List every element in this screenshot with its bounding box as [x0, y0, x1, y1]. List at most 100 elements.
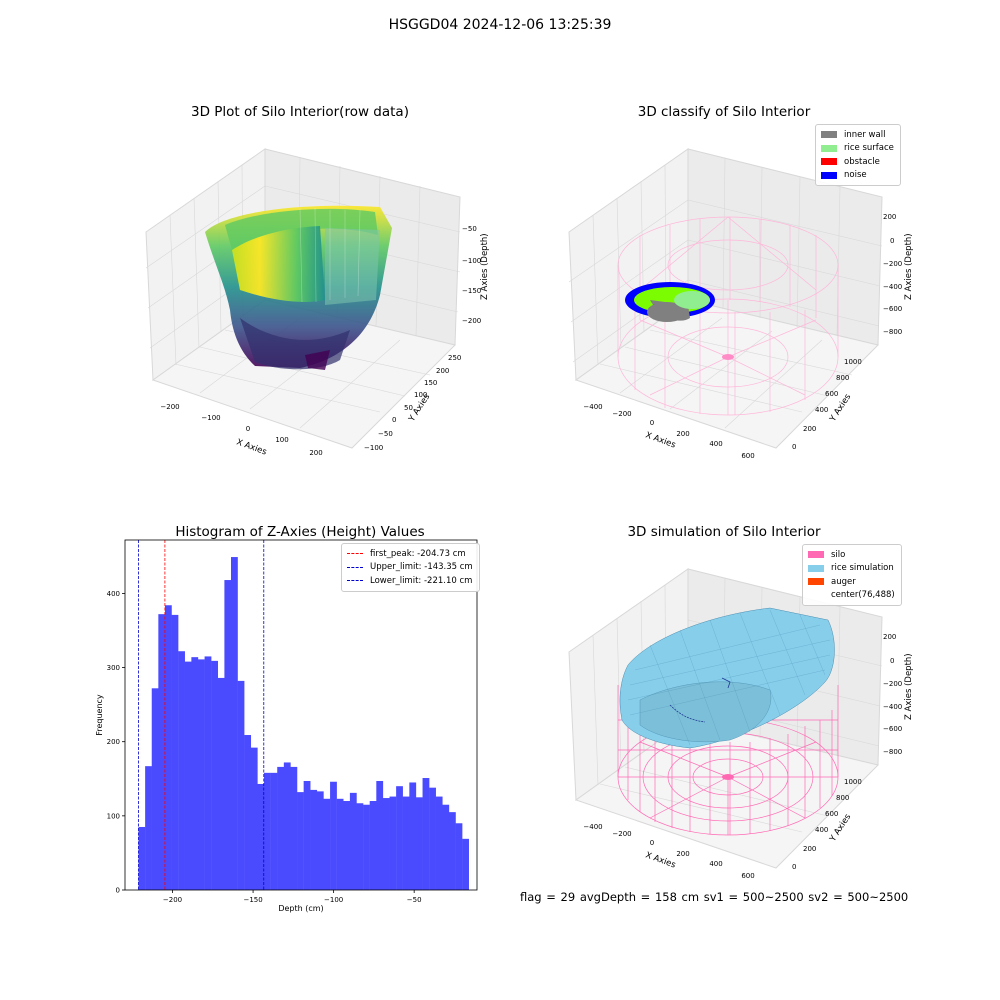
histogram-bar: [442, 804, 450, 890]
histogram-xtick-label: −50: [407, 896, 422, 904]
histogram-bar: [211, 660, 218, 890]
panel2-plot: −400 −200 0 200 400 600 0 200 400 600 80…: [568, 148, 914, 460]
panel4-xtick: 600: [741, 872, 754, 880]
panel4-rice-surface: [619, 607, 835, 749]
panel1-ztick: −100: [462, 257, 481, 265]
legend-line: [347, 580, 363, 582]
histogram-bar: [330, 781, 337, 890]
panel2-ztick: 200: [883, 213, 896, 221]
histogram-bars: [138, 557, 469, 890]
legend-line: [347, 566, 363, 568]
panel4-xlabel: X Axies: [644, 850, 677, 870]
histogram-bar: [422, 778, 430, 890]
panel4-xtick: 200: [676, 850, 689, 858]
legend-item: auger: [808, 575, 895, 589]
legend-item: rice simulation: [808, 562, 895, 576]
panel4-ztick: 0: [890, 657, 894, 665]
histogram-xlabel: Depth (cm): [278, 904, 323, 913]
panel4-ztick: −200: [883, 680, 902, 688]
panel1-ytick: 50: [404, 404, 413, 412]
panel2-zlabel: Z Axies (Depth): [904, 233, 914, 300]
legend-swatch: [821, 131, 837, 139]
histogram-bar: [382, 798, 390, 890]
panel2-ztick: −400: [883, 283, 902, 291]
panel4-floor-pane: [574, 719, 879, 869]
histogram-ytick-label: 0: [116, 887, 120, 895]
histogram-bar: [277, 766, 285, 890]
panel1-ytick: 150: [424, 379, 437, 387]
histogram-bar: [231, 557, 238, 890]
panel4-ztick: −800: [883, 748, 902, 756]
panel4-xtick: 0: [650, 839, 654, 847]
histogram-bar: [363, 804, 370, 890]
legend-swatch: [808, 578, 824, 586]
histogram-bar: [171, 614, 179, 890]
histogram-bar: [197, 659, 205, 890]
histogram-bar: [336, 798, 344, 890]
panel2-xtick: 600: [741, 452, 754, 460]
panel1-ytick: 0: [392, 416, 396, 424]
histogram-xtick-label: −100: [324, 896, 343, 904]
histogram-xticks: −200 −150 −100 −50: [163, 890, 422, 904]
histogram-bar: [297, 792, 304, 890]
histogram-bar: [323, 798, 331, 890]
panel1-xtick: 0: [246, 425, 250, 433]
histogram-bar: [151, 688, 159, 890]
histogram-bar: [316, 791, 324, 890]
panel4-ztick: −400: [883, 703, 902, 711]
panel1-point-cloud: [205, 205, 392, 370]
panel1-xtick: 100: [275, 436, 288, 444]
panel2-xtick: 400: [709, 440, 722, 448]
legend-swatch: [821, 144, 837, 152]
panel2-title: 3D classify of Silo Interior: [637, 104, 811, 120]
panel4-ztick: 200: [883, 633, 896, 641]
panel4-ytick: 800: [836, 794, 849, 802]
legend-item: inner wall: [821, 128, 894, 142]
histogram-bar: [164, 605, 172, 890]
panel2-ytick: 400: [815, 406, 828, 414]
histogram-bar: [191, 657, 199, 890]
histogram-bar: [224, 580, 232, 890]
panel4-ytick: 400: [815, 826, 828, 834]
figure-suptitle: HSGGD04 2024-12-06 13:25:39: [388, 17, 612, 33]
histogram-yticks: 0 100 200 300 400: [107, 590, 125, 895]
panel2-ytick: 600: [825, 390, 838, 398]
histogram-bar: [264, 772, 271, 890]
legend-swatch: [808, 551, 824, 559]
panel1-title: 3D Plot of Silo Interior(row data): [191, 104, 409, 120]
histogram-bar: [270, 772, 278, 890]
legend-swatch: [821, 158, 837, 166]
histogram-bar: [283, 762, 291, 890]
panel1-zlabel: Z Axies (Depth): [480, 233, 490, 300]
histogram-bar: [178, 651, 185, 890]
panel1-ztick: −200: [462, 317, 481, 325]
panel4-ytick: 1000: [844, 778, 862, 786]
panel4-plot: −400 −200 0 200 400 600 0 200 400 600 80…: [568, 568, 914, 880]
histogram-bar: [462, 838, 469, 890]
legend-item: obstacle: [821, 155, 894, 169]
legend-item: Upper_limit: -143.35 cm: [347, 561, 473, 575]
histogram-bar: [158, 614, 166, 890]
legend-item: center(76,488): [808, 589, 895, 603]
status-line: flag = 29 avgDepth = 158 cm sv1 = 500~25…: [520, 890, 909, 904]
panel3-histogram: −200 −150 −100 −50 0 100 200 300 400 Depth (cm)…: [95, 539, 478, 913]
panel2-ytick: 0: [792, 443, 796, 451]
histogram-xtick-label: −150: [243, 896, 262, 904]
panel1-plot: −200 −100 0 100 200 −100 −50 0 50 100 15…: [145, 148, 490, 458]
legend-line: [347, 553, 363, 555]
histogram-bar: [409, 782, 417, 890]
panel2-xtick: 200: [676, 430, 689, 438]
panel1-xtick: −100: [201, 414, 220, 422]
panel4-xtick: −200: [612, 830, 631, 838]
legend-item: Lower_limit: -221.10 cm: [347, 574, 473, 588]
legend-swatch: [821, 171, 837, 179]
panel2-xtick: −200: [612, 410, 631, 418]
panel4-ytick: 200: [803, 845, 816, 853]
histogram-bar: [250, 747, 258, 890]
histogram-bar: [396, 786, 403, 890]
histogram-bar: [145, 766, 152, 890]
panel2-xtick: −400: [583, 403, 602, 411]
panel1-ytick: −50: [378, 430, 393, 438]
panel1-ytick: 200: [436, 367, 449, 375]
histogram-ytick-label: 300: [107, 664, 120, 672]
